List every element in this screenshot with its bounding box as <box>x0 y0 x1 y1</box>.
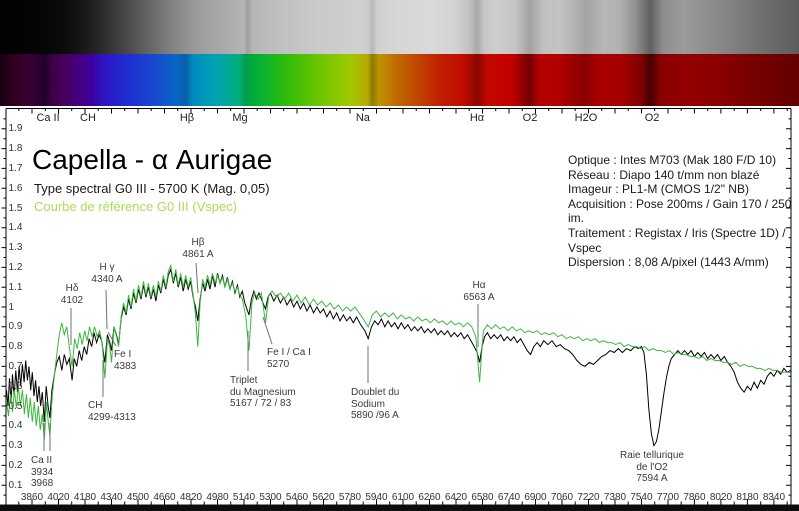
annotation-pointer-h-gamma <box>105 289 108 330</box>
plot-background <box>0 106 799 511</box>
minor-ticks <box>3 108 791 505</box>
annotation-pointer-fe-i <box>107 331 117 347</box>
bottom-bar <box>0 504 799 511</box>
gray-spectrum-strip <box>0 0 799 54</box>
major-ticks <box>1 108 791 505</box>
reference-spectrum-curve <box>6 263 791 440</box>
measured-spectrum-curve <box>6 267 791 447</box>
color-spectrum-strip <box>0 54 799 106</box>
annotation-pointer-h-beta <box>195 262 199 294</box>
annotation-pointer-fe-ca <box>262 316 273 345</box>
